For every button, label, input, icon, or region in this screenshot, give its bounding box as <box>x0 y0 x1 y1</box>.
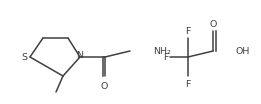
Text: O: O <box>209 20 217 29</box>
Text: OH: OH <box>236 46 250 56</box>
Text: O: O <box>100 82 108 91</box>
Text: F: F <box>185 80 191 89</box>
Text: F: F <box>185 27 191 36</box>
Text: NH₂: NH₂ <box>153 46 171 56</box>
Text: S: S <box>21 53 27 61</box>
Text: F: F <box>163 53 168 61</box>
Text: N: N <box>76 51 84 61</box>
